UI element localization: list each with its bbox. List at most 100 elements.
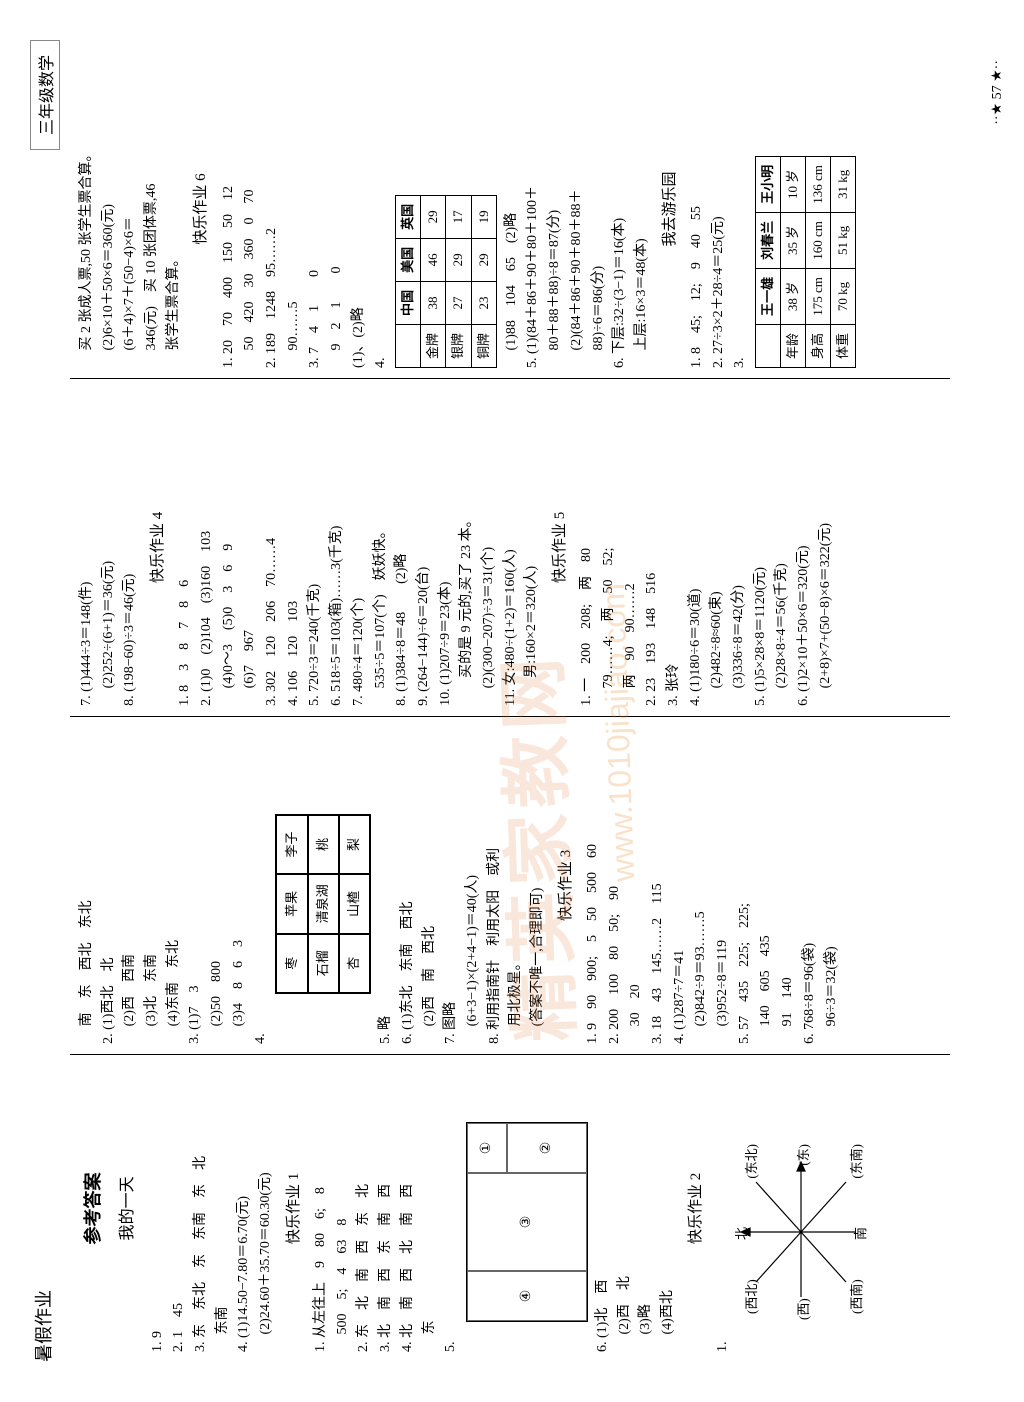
td: 38 岁 (781, 268, 806, 324)
column-3: 7. (1)444÷3＝148(件) (2)252÷(6+1)＝36(元) 8.… (70, 378, 950, 716)
c3-s4-6: 6. 518÷5＝103(箱)……3(千克) (326, 389, 348, 706)
column-2: 南 东 西北 东北 2. (1)西北 北 (2)西 西南 (3)北 东南 (4)… (70, 716, 950, 1054)
c1-s2-pre: 1. (712, 1065, 734, 1352)
c3-s5-2: 2. 23 193 148 516 (641, 389, 663, 706)
td: 51 kg (831, 212, 856, 268)
td: 铜牌 (471, 324, 496, 367)
compass-s: 南 (851, 1227, 871, 1240)
c2-s3-5a: 5. 57 435 225; 225; (734, 727, 756, 1044)
c2-s3-4b: (2)842÷9＝93……5 (690, 727, 712, 1044)
c3-s4-9: 9. (264−144)÷6＝20(台) (413, 389, 435, 706)
c1-l1: 1. 9 (147, 1065, 169, 1352)
c2-s3-6a: 6. 768÷8＝96(袋) (799, 727, 821, 1044)
c2-s3-2b: 30 20 (625, 727, 647, 1044)
table-row: 银牌 27 29 17 (446, 195, 471, 367)
c4-s6-1b: 50 420 30 360 0 70 (239, 50, 261, 368)
c3-s5-1a: 1. 一 200 208; 两 80 (576, 389, 598, 706)
compass-n: 北 (732, 1227, 752, 1240)
c2-l6a: 6. (1)东北 东南 西北 (397, 727, 419, 1044)
c2-l2b: (2)西 西南 (119, 727, 141, 1044)
table-row: 年龄 38 岁 35 岁 10 岁 (781, 156, 806, 367)
c4-s6-3c: (1)、(2)略 (348, 50, 370, 368)
c1-l4a: 4. (1)14.50−7.80＝6.70(元) (233, 1065, 255, 1352)
c3-s5-1c: 两 90 90……2 (620, 389, 642, 706)
td: 银牌 (446, 324, 471, 367)
c3-s4-11b: 男:160×2＝320(人) (521, 389, 543, 706)
c3-s5-1b: 79……4; 两 50 52; (598, 389, 620, 706)
c3-l8: 8. (198−60)÷3＝46(元) (119, 389, 141, 706)
c4-s7-1: 1. 8 45; 12; 9 40 55 (686, 50, 708, 368)
td: 70 kg (831, 268, 856, 324)
c1-s1-1: 1. 从左往上 9 80 6; 8 (310, 1065, 332, 1352)
c1-s1-5: 5. (440, 1065, 462, 1352)
page-footer: ··★ 57 ★·· (989, 60, 1006, 125)
c2-l7b: (6+3−1)×(2+4−1)＝40(人) (462, 727, 484, 1044)
th (396, 324, 421, 367)
c4-s6-3b: 9 2 1 0 (326, 50, 348, 368)
c2-l8c: (答案不唯一,合理即可) (527, 727, 549, 1044)
td: 10 岁 (781, 156, 806, 212)
c4-l1a: 买 2 张成人票,50 张学生票合算。 (76, 50, 98, 368)
c2-l4: 4. (250, 727, 272, 1044)
td: 29 (471, 238, 496, 281)
td: 29 (421, 195, 446, 238)
c3-s4-11a: 11. 女:480÷(1+2)＝160(人) (500, 389, 522, 706)
c3-s5-3: 3. 张玲 (663, 389, 685, 706)
c3-s5-6a: 6. (1)2×10＋50×6＝320(元) (793, 389, 815, 706)
c3-s4-10b: 买的是 9 元的,买了 23 本。 (456, 389, 478, 706)
c1-s1-6a: 6. (1)北 西 (592, 1065, 614, 1352)
grid-cell: 杏 (339, 934, 370, 993)
c1-s1-6b: (2)西 北 (614, 1065, 636, 1352)
section-1-head: 快乐作业 1 (283, 1065, 306, 1352)
c4-s6-6b: 上层:16×3＝48(本) (631, 50, 653, 368)
th: 刘春兰 (755, 212, 780, 268)
td: 46 (421, 238, 446, 281)
table-row: 王一雄 刘春兰 王小明 (755, 156, 780, 367)
c2-s3-6b: 96÷3＝32(袋) (821, 727, 843, 1044)
c3-s5-4a: 4. (1)180÷6＝30(道) (685, 389, 707, 706)
c1-l2: 2. 1 45 (168, 1065, 190, 1352)
td: 身高 (806, 324, 831, 367)
section-2-head: 快乐作业 2 (685, 1065, 708, 1352)
c3-s4-7b: 535÷5＝107(个) 妖妖快。 (370, 389, 392, 706)
c3-s5-6b: (2+8)×7+(50−8)×6＝322(元) (815, 389, 837, 706)
td: 35 岁 (781, 212, 806, 268)
people-table: 王一雄 刘春兰 王小明 年龄 38 岁 35 岁 10 岁 身高 175 cm … (755, 156, 857, 368)
c1-s1-4b: 东 (419, 1065, 441, 1352)
header-right: 三年级数学 (30, 40, 60, 150)
c2-l3c: (3)4 8 6 3 (228, 727, 250, 1044)
c4-s6-6a: 6. 下层:32÷(3−1)＝16(本) (609, 50, 631, 368)
section-7-head: 我去游乐园 (659, 50, 682, 368)
td: 19 (471, 195, 496, 238)
td: 年龄 (781, 324, 806, 367)
c2-l3a: 3. (1)7 3 (184, 727, 206, 1044)
c4-l1e: 张学生票合算。 (163, 50, 185, 368)
th (755, 324, 780, 367)
th: 美国 (396, 238, 421, 281)
c4-s6-1a: 1. 20 70 400 150 50 12 (218, 50, 240, 368)
c3-s4-5: 5. 720÷3＝240(千克) (304, 389, 326, 706)
layout-cell-2: ② (507, 1123, 587, 1173)
table-row: 铜牌 23 29 19 (471, 195, 496, 367)
td: 160 cm (806, 212, 831, 268)
c3-s4-2b: (4)0～3 (5)0 3 6 9 (218, 389, 240, 706)
c2-l8a: 8. 利用指南针 利用太阳 或利 (484, 727, 506, 1044)
td: 27 (446, 281, 471, 324)
compass-sw: (西南) (847, 1279, 867, 1314)
c2-l5: 5. 略 (375, 727, 397, 1044)
grid-cell: 桃 (308, 815, 339, 874)
section-3-head: 快乐作业 3 (555, 727, 578, 1044)
c1-l4b: (2)24.60＋35.70＝60.30(元) (255, 1065, 277, 1352)
c2-s3-1: 1. 9 90 900; 5 50 500 60 (582, 727, 604, 1044)
c2-l3b: (2)50 800 (206, 727, 228, 1044)
th: 王一雄 (755, 268, 780, 324)
c4-s6-5b: 80＋88＋88)÷8＝87(分) (544, 50, 566, 368)
grid-cell: 李子 (276, 815, 307, 874)
table-row: 体重 70 kg 51 kg 31 kg (831, 156, 856, 367)
c3-s4-1: 1. 8 3 8 7 8 6 (174, 389, 196, 706)
c1-l3: 3. 东 东北 东 东南 东 北 (190, 1065, 212, 1352)
td: 31 kg (831, 156, 856, 212)
c3-s4-4: 4. 106 120 103 (283, 389, 305, 706)
table-row: 中国 美国 英国 (396, 195, 421, 367)
header-left: 暑假作业 (30, 1290, 60, 1362)
